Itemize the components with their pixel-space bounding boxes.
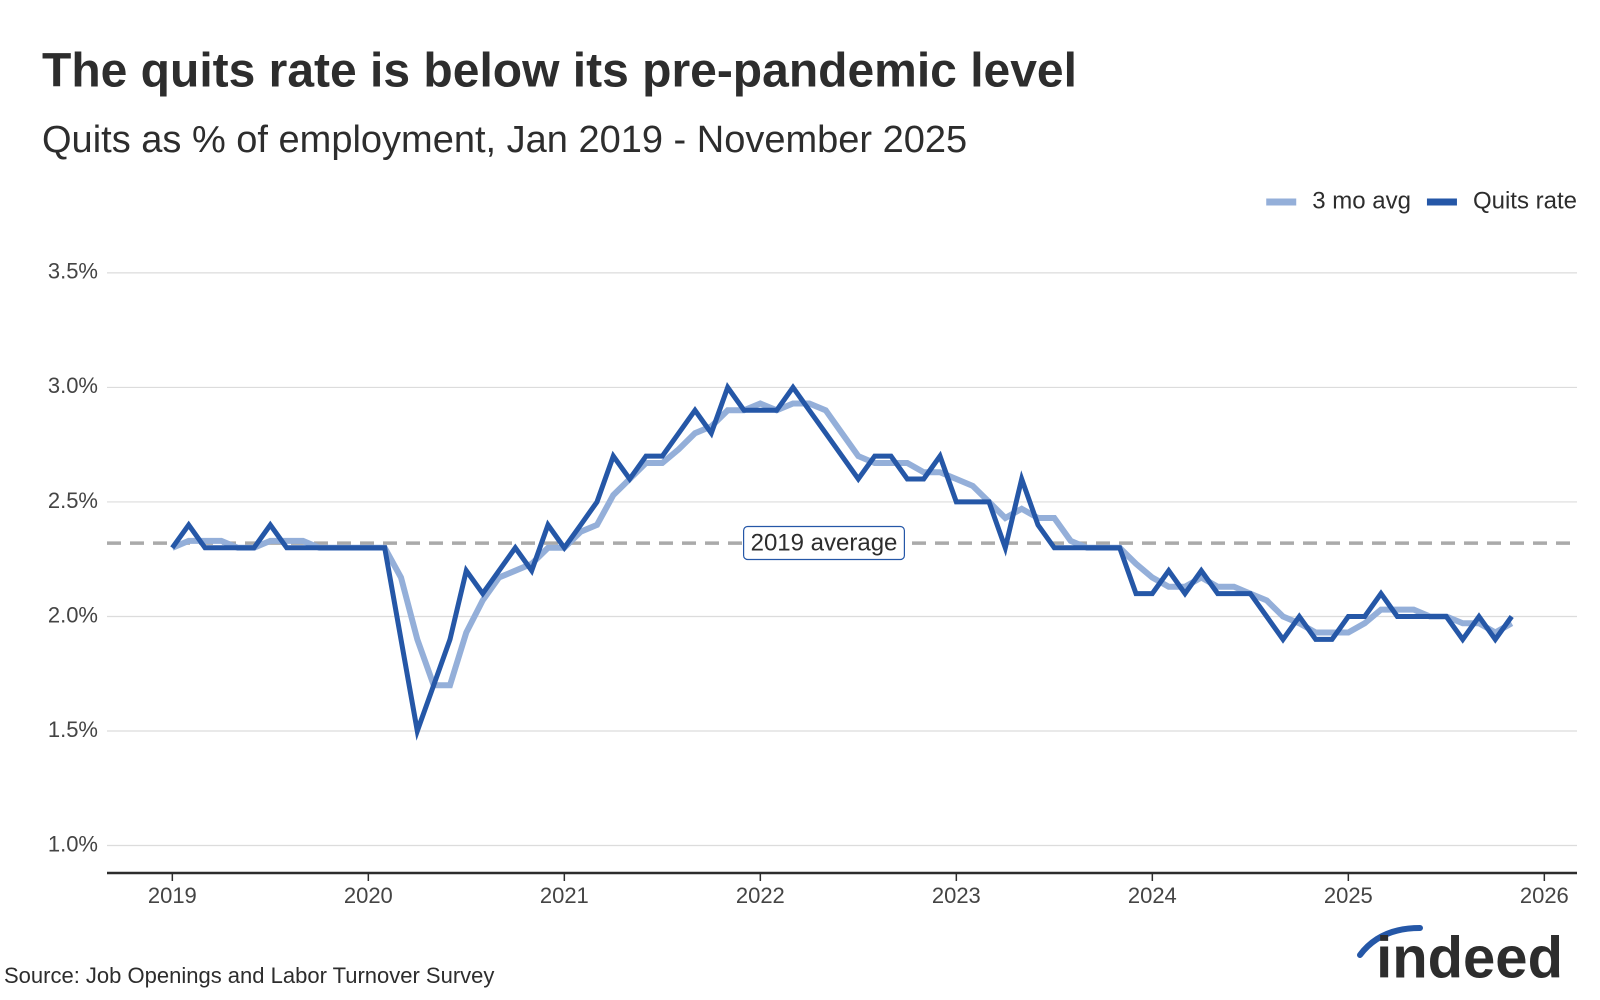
y-tick-label: 3.0% [48,373,98,398]
chart-subtitle: Quits as % of employment, Jan 2019 - Nov… [42,119,967,161]
data-line [170,382,1514,741]
legend-label: Quits rate [1473,187,1577,214]
y-tick-label: 2.0% [48,602,98,627]
x-tick-label: 2019 [148,883,197,908]
x-tick-label: 2025 [1324,883,1373,908]
logo-arc [1357,925,1423,958]
logo: indeed [1376,925,1563,990]
x-tick-label: 2024 [1128,883,1177,908]
x-tick-label: 2026 [1520,883,1569,908]
x-tick-label: 2022 [736,883,785,908]
chart-title: The quits rate is below its pre-pandemic… [42,45,1077,98]
x-tick-label: 2021 [540,883,589,908]
source-note: Source: Job Openings and Labor Turnover … [4,963,494,988]
data-line [171,400,1514,689]
reference-label-box [743,525,905,561]
reference-label-group: 2019 average [743,525,905,561]
x-tick-label: 2023 [932,883,981,908]
y-tick-label: 1.5% [48,717,98,742]
y-tick-label: 3.5% [48,259,98,284]
x-tick-label: 2020 [344,883,393,908]
legend-label: 3 mo avg [1312,187,1411,214]
y-tick-label: 2.5% [48,488,98,513]
reference-label: 2019 average [751,530,898,557]
y-tick-label: 1.0% [48,831,98,856]
